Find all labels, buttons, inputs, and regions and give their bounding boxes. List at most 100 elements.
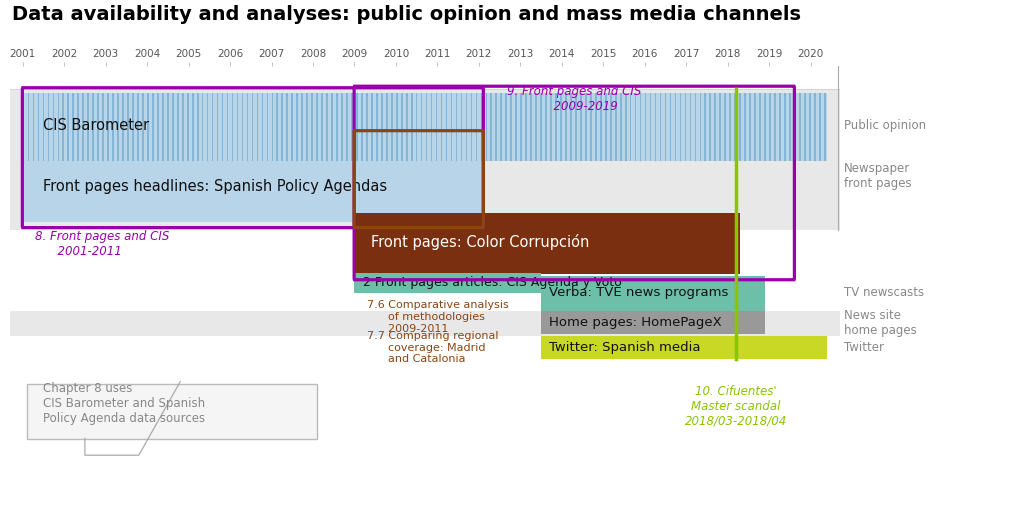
Bar [580, 93, 582, 161]
Bar [555, 93, 557, 161]
Bar [814, 93, 816, 161]
Bar [759, 93, 761, 161]
Bar [142, 93, 143, 161]
Text: 2 Front pages articles: CIS Agenda y Voto: 2 Front pages articles: CIS Agenda y Vot… [362, 276, 622, 289]
Bar [346, 93, 348, 161]
Bar [182, 93, 183, 161]
Bar [122, 93, 124, 161]
Bar [23, 93, 25, 161]
Bar [496, 93, 497, 161]
Bar [376, 93, 378, 161]
Bar [113, 93, 114, 161]
Bar [575, 93, 577, 161]
Bar [630, 93, 632, 161]
Bar [157, 93, 159, 161]
Bar [570, 93, 571, 161]
Bar [739, 93, 741, 161]
Bar [82, 93, 84, 161]
Bar [117, 93, 119, 161]
Bar [311, 93, 313, 161]
Bar [530, 93, 531, 161]
Bar [809, 93, 811, 161]
Bar [541, 311, 765, 334]
Bar [153, 93, 154, 161]
Bar [406, 93, 408, 161]
Bar [774, 93, 776, 161]
Bar [779, 93, 780, 161]
Bar [57, 93, 59, 161]
Bar [411, 93, 413, 161]
Bar [659, 93, 662, 161]
Text: 9. Front pages and CIS
      2009-2019: 9. Front pages and CIS 2009-2019 [507, 85, 641, 113]
Text: 8. Front pages and CIS
      2001-2011: 8. Front pages and CIS 2001-2011 [35, 230, 170, 258]
Bar [336, 93, 338, 161]
Bar [784, 93, 785, 161]
Bar [10, 311, 882, 336]
Bar [654, 93, 656, 161]
Bar [445, 93, 447, 161]
Text: 10. Cifuentes'
Master scandal
2018/03-2018/04: 10. Cifuentes' Master scandal 2018/03-20… [685, 385, 787, 428]
Text: TV newscasts: TV newscasts [844, 285, 924, 298]
Text: Data availability and analyses: public opinion and mass media channels: Data availability and analyses: public o… [12, 5, 802, 24]
Bar [167, 93, 169, 161]
Bar [625, 93, 627, 161]
Bar [520, 93, 522, 161]
Bar [729, 93, 731, 161]
Bar [52, 93, 54, 161]
Bar [769, 93, 771, 161]
Bar [804, 93, 806, 161]
Bar [354, 273, 541, 292]
Bar [197, 93, 199, 161]
Bar [38, 93, 39, 161]
Text: CIS Barometer: CIS Barometer [43, 118, 150, 133]
Bar [147, 93, 148, 161]
Bar [172, 93, 174, 161]
Bar [506, 93, 507, 161]
Text: 7.6 Comparative analysis
      of methodologies
      2009-2011: 7.6 Comparative analysis of methodologie… [367, 300, 509, 333]
Bar [510, 93, 512, 161]
Text: Twitter: Spanish media: Twitter: Spanish media [550, 341, 700, 353]
Bar [525, 93, 527, 161]
Bar [191, 93, 194, 161]
Bar [515, 93, 517, 161]
Bar [794, 93, 796, 161]
Bar [640, 93, 641, 161]
Text: Verba: TVE news programs: Verba: TVE news programs [550, 285, 729, 298]
Bar [744, 93, 745, 161]
Bar [371, 93, 373, 161]
Bar [764, 93, 766, 161]
Bar [162, 93, 164, 161]
Bar [650, 93, 651, 161]
Bar [490, 93, 493, 161]
Bar [97, 93, 99, 161]
Bar [421, 93, 423, 161]
Bar [386, 93, 388, 161]
Text: Front pages: Color Corrupción: Front pages: Color Corrupción [371, 234, 590, 250]
Bar [595, 93, 597, 161]
Bar [685, 93, 686, 161]
Text: News site
home pages: News site home pages [844, 309, 916, 337]
Bar [28, 93, 30, 161]
Bar [541, 93, 542, 161]
Bar [23, 93, 827, 161]
Bar [296, 93, 298, 161]
Bar [620, 93, 622, 161]
Bar [590, 93, 592, 161]
Bar [132, 93, 134, 161]
Bar [635, 93, 637, 161]
Bar [755, 93, 756, 161]
Bar [585, 93, 587, 161]
Text: Public opinion: Public opinion [844, 119, 926, 132]
Bar [456, 93, 458, 161]
Bar [694, 93, 696, 161]
Bar [301, 93, 303, 161]
Bar [276, 93, 279, 161]
Bar [560, 93, 562, 161]
Bar [536, 93, 537, 161]
Bar [351, 93, 353, 161]
Bar [485, 93, 487, 161]
Bar [381, 93, 383, 161]
Bar [202, 93, 204, 161]
Bar [680, 93, 681, 161]
Bar [466, 93, 467, 161]
